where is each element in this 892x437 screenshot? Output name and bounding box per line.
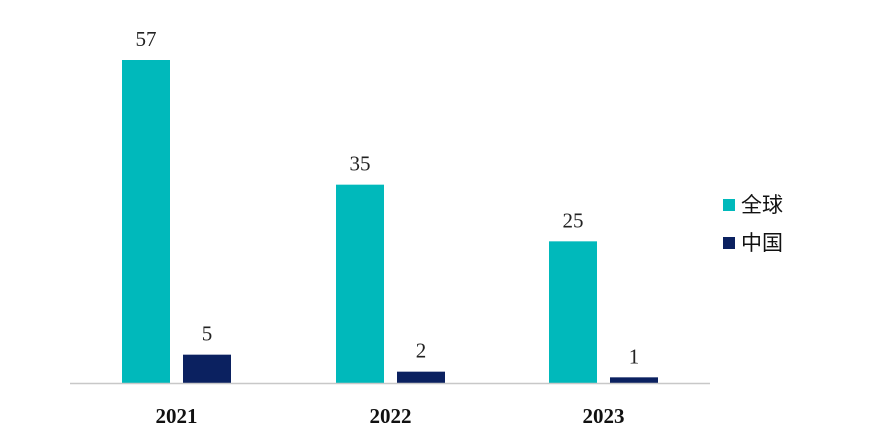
bar-2021-series-0	[122, 60, 170, 383]
bar-2022-series-1	[397, 371, 445, 383]
bar-2022-series-0	[336, 184, 384, 383]
data-label-2023-series-1: 1	[629, 344, 640, 368]
data-label-2023-series-0: 25	[563, 208, 584, 232]
x-tick-label-2022: 2022	[370, 404, 412, 428]
bar-2023-series-0	[549, 241, 597, 383]
legend-label-series-1: 中国	[741, 231, 783, 255]
x-tick-label-2023: 2023	[583, 404, 625, 428]
data-label-2022-series-0: 35	[350, 152, 371, 176]
bar-2023-series-1	[610, 377, 658, 383]
x-tick-label-2021: 2021	[156, 404, 198, 428]
legend-swatch-series-1	[723, 237, 735, 249]
bar-2021-series-1	[183, 354, 231, 383]
data-label-2021-series-0: 57	[136, 27, 157, 51]
legend-swatch-series-0	[723, 199, 735, 211]
data-label-2021-series-1: 5	[202, 322, 213, 346]
value-labels-layer: 57 5 35 2 25 1	[136, 27, 640, 368]
legend-label-series-0: 全球	[741, 193, 783, 217]
data-label-2022-series-1: 2	[416, 339, 427, 363]
x-tick-labels-layer: 2021 2022 2023	[156, 404, 625, 428]
bars-layer	[122, 60, 658, 383]
